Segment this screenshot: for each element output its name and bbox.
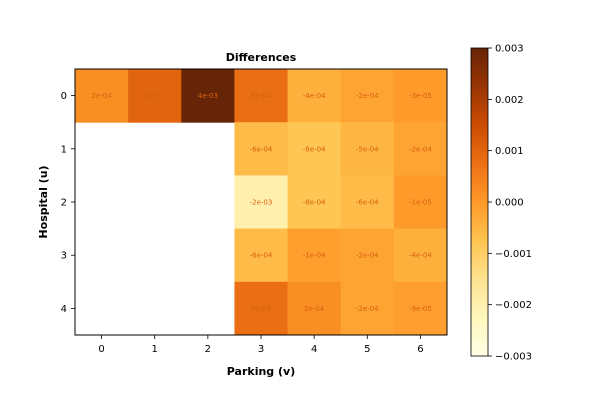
y-axis-title: Hospital (u)	[37, 165, 50, 238]
heatmap-cell	[340, 175, 395, 230]
cell-value-label: 2e-04	[304, 305, 325, 313]
colorbar-tick-label: −0.002	[495, 300, 532, 311]
cell-value-label: -8e-04	[303, 145, 326, 153]
heatmap-cell	[393, 228, 448, 283]
colorbar-ticks: 0.003 0.002 0.001 0.000 −0.001 −0.002 −0.003	[488, 44, 532, 363]
cell-value-label: 8e-04	[251, 305, 272, 313]
y-tick-label: 0	[61, 91, 67, 102]
cell-value-label: -4e-04	[303, 92, 326, 100]
colorbar-tick-label: 0.001	[495, 146, 524, 157]
heatmap-cell	[393, 122, 448, 176]
heatmap-cell	[128, 69, 182, 123]
colorbar-tick-label: 0.003	[495, 44, 524, 55]
cell-value-label: -2e-04	[356, 305, 379, 313]
colorbar-tick-label: 0.002	[495, 95, 524, 106]
cell-value-label: 1e-03	[145, 92, 165, 100]
cell-value-label: -8e-04	[303, 199, 326, 207]
x-tick-label: 5	[364, 344, 370, 355]
y-tick-label: 4	[61, 304, 67, 315]
heatmap-cell	[234, 69, 289, 123]
colorbar-tick-label: −0.003	[495, 352, 532, 363]
cell-value-label: -2e-04	[409, 145, 432, 153]
colorbar	[470, 47, 489, 357]
y-tick-label: 3	[61, 251, 67, 262]
heatmap-cell-labels: 2e-04 1e-03 4e-03 8e-04 -4e-04 -2e-04 -3e-05 -6…	[91, 92, 432, 313]
x-axis-title: Parking (v)	[227, 365, 295, 378]
cell-value-label: -6e-04	[250, 145, 273, 153]
heatmap-cell	[287, 122, 342, 176]
y-axis-ticks: 0 1 2 3 4	[61, 91, 75, 315]
heatmap-cells	[75, 69, 448, 336]
cell-value-label: -6e-04	[250, 252, 273, 260]
heatmap-cell	[393, 69, 448, 123]
heatmap-cell	[287, 228, 342, 283]
y-tick-label: 2	[61, 198, 67, 209]
heatmap-cell	[393, 281, 448, 336]
x-tick-label: 2	[205, 344, 211, 355]
heatmap-cell	[234, 175, 289, 230]
x-tick-label: 4	[311, 344, 317, 355]
cell-value-label: -2e-04	[356, 252, 379, 260]
heatmap-cell	[181, 69, 235, 123]
x-axis-ticks: 0 1 2 3 4 5 6	[98, 335, 424, 355]
heatmap-cell	[287, 281, 342, 336]
cell-value-label: -2e-04	[356, 92, 379, 100]
cell-value-label: -2e-03	[250, 199, 273, 207]
cell-value-label: -6e-04	[356, 199, 379, 207]
x-tick-label: 1	[152, 344, 158, 355]
x-tick-label: 6	[417, 344, 423, 355]
heatmap-cell	[234, 122, 289, 176]
heatmap-cell	[393, 175, 448, 230]
cell-value-label: -9e-05	[409, 305, 432, 313]
heatmap-cell	[340, 228, 395, 283]
heatmap-cell	[287, 175, 342, 230]
heatmap-cell	[287, 69, 342, 123]
y-tick-label: 1	[61, 144, 67, 155]
heatmap-cell	[340, 281, 395, 336]
cell-value-label: -5e-04	[356, 145, 379, 153]
colorbar-tick-label: −0.001	[495, 249, 532, 260]
chart-title: Differences	[226, 51, 297, 64]
cell-value-label: -4e-04	[409, 252, 432, 260]
heatmap-cell	[340, 69, 395, 123]
colorbar-tick-label: 0.000	[495, 198, 524, 209]
heatmap-cell	[340, 122, 395, 176]
cell-value-label: 8e-04	[251, 92, 272, 100]
heatmap-cell	[75, 69, 129, 123]
cell-value-label: -3e-05	[409, 92, 432, 100]
cell-value-label: -1e-04	[303, 252, 326, 260]
cell-value-label: 2e-04	[91, 92, 112, 100]
x-tick-label: 3	[258, 344, 264, 355]
heatmap-cell	[234, 281, 289, 336]
heatmap-cell	[234, 228, 289, 283]
x-tick-label: 0	[98, 344, 104, 355]
cell-value-label: 4e-03	[198, 92, 218, 100]
cell-value-label: -1e-05	[409, 199, 432, 207]
